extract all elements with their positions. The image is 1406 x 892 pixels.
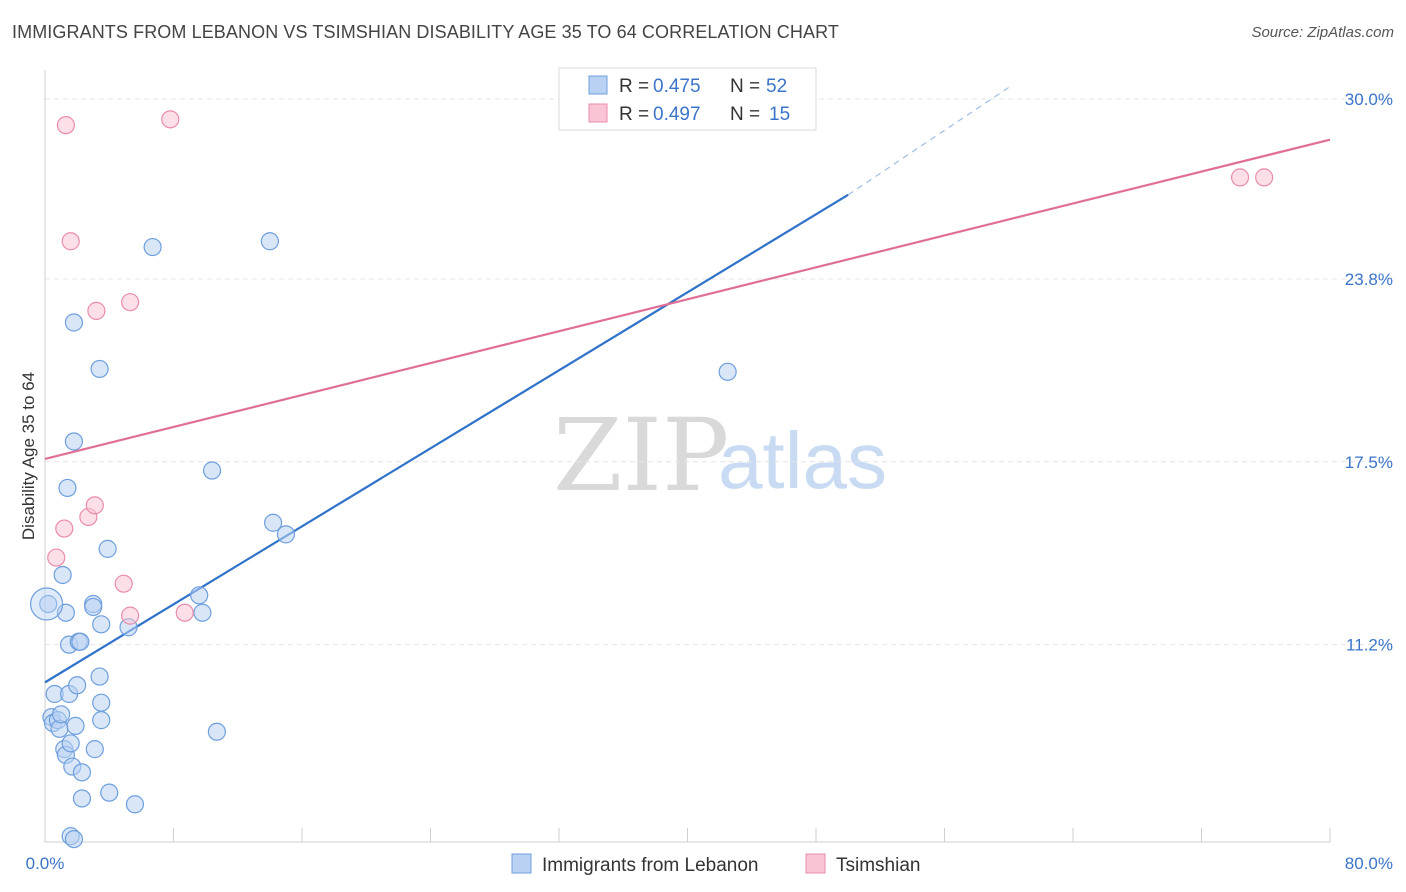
point-s0-large [30,587,64,621]
point-s1-9 [121,293,140,312]
point-s0-24 [71,632,90,651]
bottom-legend-label-tsimshian: Tsimshian [836,855,920,876]
point-s0-26 [85,740,104,759]
point-s0-18 [64,432,84,451]
point-s0-35 [100,783,119,802]
legend-n-value-1: 52 [766,76,787,97]
point-s0-45 [276,525,296,544]
y-axis-title: Disability Age 35 to 64 [19,372,38,540]
point-s0-19 [64,313,84,332]
legend-r-label-2: R = [619,104,649,125]
point-s1-3 [47,548,66,567]
point-s0-40 [193,603,212,622]
point-s0-34 [90,359,109,379]
point-s1-1 [61,232,80,251]
point-s1-10 [161,110,180,129]
point-s0-25 [72,789,92,808]
bottom-legend: Immigrants from Lebanon Tsimshian [511,853,920,876]
y-tick-label-3: 30.0% [1345,90,1393,109]
x-tick-label-1: 80.0% [1345,854,1393,873]
point-s0-32 [92,615,111,634]
legend-swatch-tsimshian [588,103,608,123]
point-s1-8 [121,606,140,625]
legend-r-label-1: R = [619,76,649,97]
point-s0-6 [51,705,71,724]
point-s0-44 [263,513,283,532]
point-s0-33 [98,539,117,558]
point-s0-43 [260,232,279,251]
point-s1-13 [1255,168,1274,187]
point-s0-37 [125,795,145,814]
point-s0-0 [39,594,58,614]
trendline-solid-1 [44,138,1331,460]
point-s0-17 [64,829,84,849]
y-tick-label-2: 23.8% [1345,270,1393,289]
point-s0-7 [53,565,72,585]
bottom-legend-swatch-lebanon [511,853,532,874]
point-s0-31 [92,693,111,712]
legend-n-label-1: N = [730,76,760,97]
watermark-zip: ZIP [553,397,729,514]
point-s0-38 [143,237,162,257]
legend-r-value-1: 0.475 [653,76,701,97]
point-s0-28 [84,597,103,617]
point-s0-41 [202,461,222,480]
point-s1-5 [85,496,104,515]
point-s0-13 [58,478,77,498]
point-s1-11 [175,603,194,622]
y-tick-label-0: 11.2% [1346,636,1393,655]
gridlines [45,98,1392,646]
x-tick-label-0: 0.0% [26,854,65,873]
point-s0-12 [61,734,80,753]
data-points [30,110,1274,849]
legend-r-value-2: 0.497 [653,104,701,125]
point-s0-20 [66,716,85,736]
y-tick-labels: 11.2% 17.5% 23.8% 30.0% [1345,90,1393,655]
y-tick-label-1: 17.5% [1345,453,1393,472]
bottom-legend-label-lebanon: Immigrants from Lebanon [542,855,759,876]
source-label: Source: ZipAtlas.com [1251,24,1394,41]
legend-n-value-2: 15 [769,104,790,125]
point-s1-0 [56,116,75,135]
top-legend: R = 0.475 N = 52 R = 0.497 N = 15 [558,67,817,131]
point-s1-6 [87,301,106,320]
bottom-legend-swatch-tsimshian [805,853,826,874]
point-s1-12 [1230,168,1250,187]
x-tick-labels: 0.0% 80.0% [26,854,1393,873]
point-s0-30 [92,711,111,730]
point-s0-29 [90,667,109,686]
point-s0-39 [190,586,209,605]
trendlines [44,86,1331,684]
chart-title: IMMIGRANTS FROM LEBANON VS TSIMSHIAN DIS… [12,22,839,42]
watermark-atlas: atlas [718,416,887,505]
point-s0-23 [72,763,92,782]
point-s0-42 [207,722,226,741]
point-s1-7 [114,574,133,593]
trendline-solid-0 [44,193,849,684]
point-s0-46 [718,362,737,381]
trendline-dashed-0 [847,86,1010,196]
point-s0-21 [68,676,87,695]
legend-n-label-2: N = [730,104,760,125]
legend-swatch-lebanon [588,75,608,95]
point-s1-2 [55,519,74,538]
